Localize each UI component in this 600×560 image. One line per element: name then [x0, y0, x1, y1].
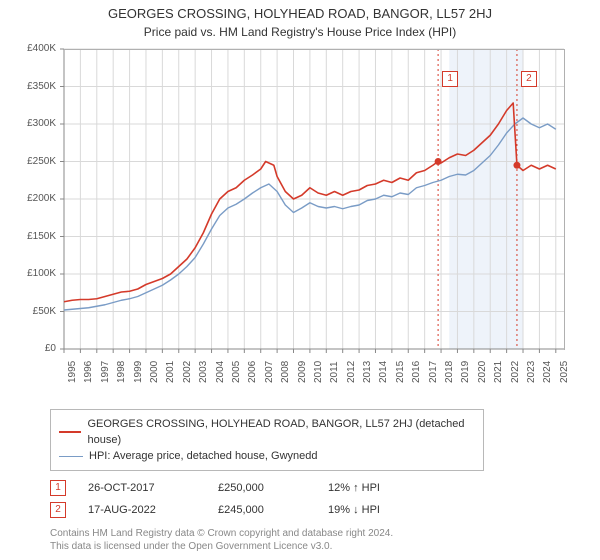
x-tick-label: 2017: [428, 361, 439, 383]
x-tick-label: 1998: [116, 361, 127, 383]
legend-label-1: GEORGES CROSSING, HOLYHEAD ROAD, BANGOR,…: [87, 416, 475, 448]
x-tick-label: 2005: [231, 361, 242, 383]
x-tick-label: 2003: [198, 361, 209, 383]
legend-swatch-1: [59, 431, 81, 433]
x-tick-label: 2007: [264, 361, 275, 383]
legend-row: GEORGES CROSSING, HOLYHEAD ROAD, BANGOR,…: [59, 416, 475, 448]
x-tick-label: 2008: [280, 361, 291, 383]
x-tick-label: 2018: [444, 361, 455, 383]
x-tick-label: 2024: [542, 361, 553, 383]
footnote: Contains HM Land Registry data © Crown c…: [50, 527, 600, 553]
marker-table: 1 26-OCT-2017 £250,000 12% ↑ HPI 2 17-AU…: [50, 477, 600, 521]
x-tick-label: 2019: [460, 361, 471, 383]
x-tick-label: 1997: [100, 361, 111, 383]
chart-container: £0 £50K £100K £150K £200K £250K £300K £350K £400…: [16, 45, 576, 405]
marker-diff: 12% ↑ HPI: [328, 482, 438, 494]
x-tick-label: 1995: [67, 361, 78, 383]
marker-row: 1 26-OCT-2017 £250,000 12% ↑ HPI: [50, 477, 600, 499]
x-tick-label: 2006: [247, 361, 258, 383]
x-tick-label: 2012: [346, 361, 357, 383]
x-tick-label: 2014: [378, 361, 389, 383]
marker-diff: 19% ↓ HPI: [328, 504, 438, 516]
legend-box: GEORGES CROSSING, HOLYHEAD ROAD, BANGOR,…: [50, 409, 484, 471]
marker-badge-2: 2: [50, 502, 66, 518]
x-tick-label: 2020: [477, 361, 488, 383]
x-tick-label: 2016: [411, 361, 422, 383]
legend-label-2: HPI: Average price, detached house, Gwyn…: [89, 448, 318, 464]
legend-swatch-2: [59, 456, 83, 457]
x-tick-label: 2002: [182, 361, 193, 383]
x-tick-label: 2010: [313, 361, 324, 383]
x-tick-label: 2023: [526, 361, 537, 383]
y-tick-label: £150K: [16, 231, 56, 242]
x-tick-label: 2021: [493, 361, 504, 383]
y-tick-label: £250K: [16, 156, 56, 167]
title-line1: GEORGES CROSSING, HOLYHEAD ROAD, BANGOR,…: [0, 6, 600, 21]
x-tick-label: 2022: [510, 361, 521, 383]
marker-price: £245,000: [218, 504, 328, 516]
footnote-line1: Contains HM Land Registry data © Crown c…: [50, 527, 600, 540]
title-line2: Price paid vs. HM Land Registry's House …: [0, 25, 600, 39]
marker-price: £250,000: [218, 482, 328, 494]
y-tick-label: £100K: [16, 268, 56, 279]
y-tick-label: £200K: [16, 193, 56, 204]
x-tick-label: 2004: [215, 361, 226, 383]
x-tick-label: 1999: [133, 361, 144, 383]
chart-titles: GEORGES CROSSING, HOLYHEAD ROAD, BANGOR,…: [0, 0, 600, 39]
footnote-line2: This data is licensed under the Open Gov…: [50, 540, 600, 553]
y-tick-label: £50K: [16, 306, 56, 317]
x-tick-label: 2013: [362, 361, 373, 383]
marker-date: 17-AUG-2022: [88, 504, 218, 516]
x-tick-label: 2011: [329, 361, 340, 383]
marker-badge-1: 1: [50, 480, 66, 496]
x-tick-label: 2001: [165, 361, 176, 383]
plot-border: [64, 49, 565, 350]
legend-row: HPI: Average price, detached house, Gwyn…: [59, 448, 475, 464]
marker-date: 26-OCT-2017: [88, 482, 218, 494]
x-tick-label: 1996: [83, 361, 94, 383]
marker-row: 2 17-AUG-2022 £245,000 19% ↓ HPI: [50, 499, 600, 521]
y-tick-label: £300K: [16, 118, 56, 129]
y-tick-label: £350K: [16, 81, 56, 92]
x-tick-label: 2009: [297, 361, 308, 383]
y-tick-label: £400K: [16, 43, 56, 54]
x-tick-label: 2015: [395, 361, 406, 383]
x-tick-label: 2025: [559, 361, 570, 383]
y-tick-label: £0: [16, 343, 56, 354]
x-tick-label: 2000: [149, 361, 160, 383]
